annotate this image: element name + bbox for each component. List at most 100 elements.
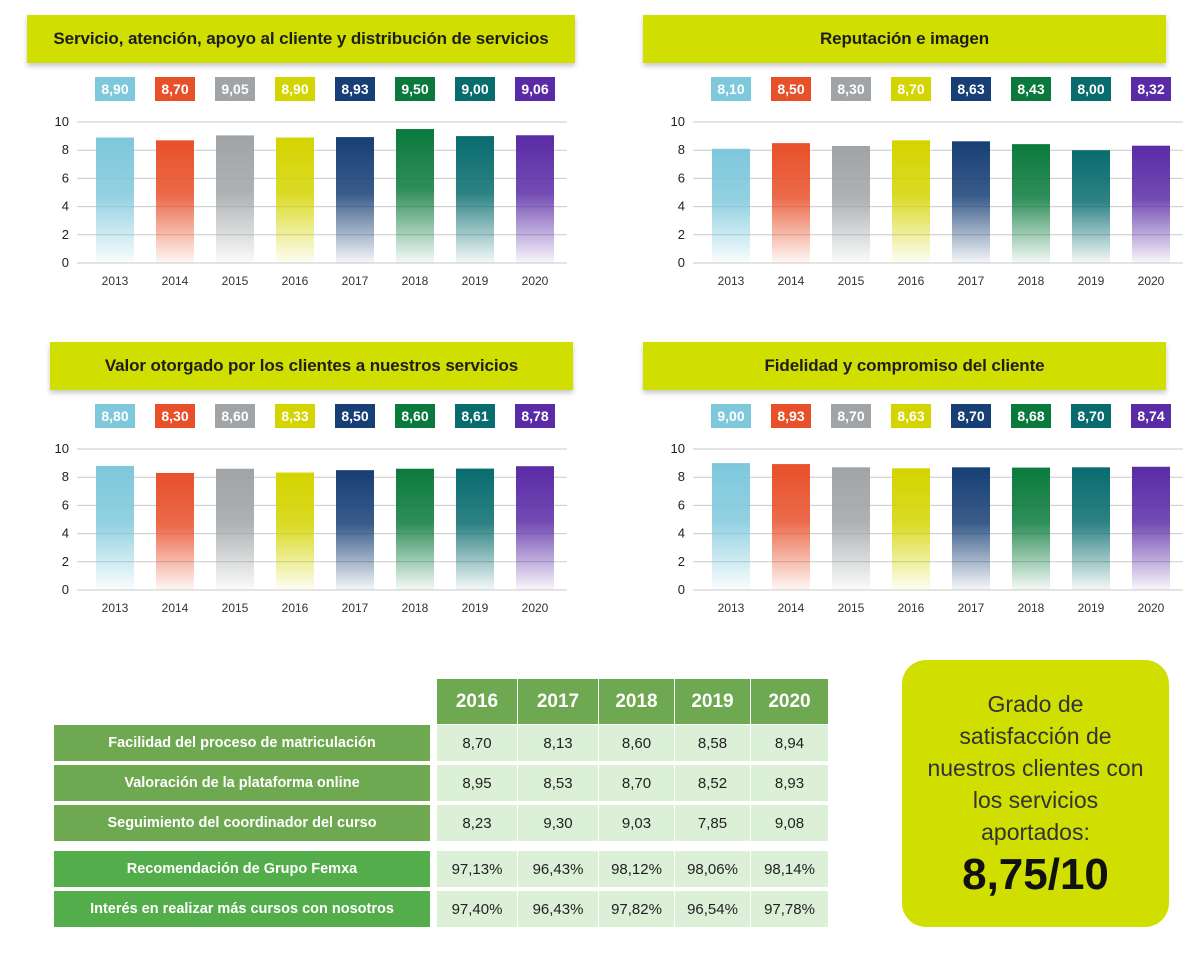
table-col-header: 2019 [675, 679, 750, 724]
value-label-box [215, 404, 255, 428]
y-tick-label: 4 [678, 199, 685, 214]
x-tick-label: 2017 [958, 601, 985, 615]
chart-panel-fidelidad: Fidelidad y compromiso del cliente 0 2 4 6 8… [643, 342, 1191, 632]
bar [772, 143, 810, 263]
value-label: 9,00 [717, 408, 744, 424]
value-label-box [215, 77, 255, 101]
value-label: 9,06 [521, 81, 548, 97]
table-row-label: Interés en realizar más cursos con nosot… [54, 891, 430, 927]
value-label: 8,00 [1077, 81, 1104, 97]
value-label-box [1071, 404, 1111, 428]
x-tick-label: 2019 [462, 601, 489, 615]
value-label-box [155, 404, 195, 428]
table-col-header: 2016 [437, 679, 517, 724]
value-label-box [335, 404, 375, 428]
table-row-label: Seguimiento del coordinador del curso [54, 805, 430, 841]
value-label: 8,68 [1017, 408, 1044, 424]
value-label-box [831, 404, 871, 428]
bar [336, 137, 374, 263]
chart-title: Fidelidad y compromiso del cliente [643, 342, 1166, 390]
table-row-label: Valoración de la plataforma online [54, 765, 430, 801]
x-tick-label: 2020 [1138, 274, 1165, 288]
bar [156, 472, 194, 590]
value-label-box [951, 404, 991, 428]
value-label-box [1071, 77, 1111, 101]
table-row-label: Facilidad del proceso de matriculación [54, 725, 430, 761]
value-label-box [515, 77, 555, 101]
table-row-label: Recomendación de Grupo Femxa [54, 851, 430, 887]
value-label: 8,32 [1137, 81, 1164, 97]
value-label-box [1011, 77, 1051, 101]
x-tick-label: 2013 [102, 274, 129, 288]
value-label-box [1131, 77, 1171, 101]
table-cell: 97,13% [437, 851, 517, 887]
x-tick-label: 2015 [838, 274, 865, 288]
value-label-box [1131, 404, 1171, 428]
x-tick-label: 2013 [718, 601, 745, 615]
table-cell: 8,93 [751, 765, 828, 801]
bar [516, 135, 554, 263]
bar [216, 135, 254, 263]
bar [1012, 467, 1050, 590]
bar-chart: 0 2 4 6 8 10 8,90 2013 8,70 2014 9,05 2015 8,90 2016 8… [55, 77, 567, 288]
bar [772, 464, 810, 590]
value-label: 9,50 [401, 81, 428, 97]
bar [1072, 150, 1110, 263]
table-col-header: 2017 [518, 679, 598, 724]
y-tick-label: 0 [62, 255, 69, 270]
bar [952, 141, 990, 263]
table-cell: 96,43% [518, 851, 598, 887]
bar [712, 463, 750, 590]
table-col-header: 2020 [751, 679, 828, 724]
value-label-box [155, 77, 195, 101]
table-cell: 8,52 [675, 765, 750, 801]
y-tick-label: 6 [678, 170, 685, 185]
x-tick-label: 2017 [342, 274, 369, 288]
x-tick-label: 2016 [282, 274, 309, 288]
value-label-box [771, 77, 811, 101]
y-tick-label: 4 [678, 526, 685, 541]
bar [396, 468, 434, 590]
value-label: 8,78 [521, 408, 548, 424]
value-label: 8,70 [1077, 408, 1104, 424]
x-tick-label: 2015 [222, 274, 249, 288]
table-cell: 7,85 [675, 805, 750, 841]
x-tick-label: 2013 [102, 601, 129, 615]
y-tick-label: 8 [62, 142, 69, 157]
bar [216, 468, 254, 590]
value-label-box [455, 77, 495, 101]
table-cell: 8,58 [675, 725, 750, 761]
value-label-box [275, 77, 315, 101]
y-tick-label: 4 [62, 199, 69, 214]
bar-chart: 0 2 4 6 8 10 8,80 2013 8,30 2014 8,60 2015 8,33 2016 8… [55, 404, 567, 615]
x-tick-label: 2018 [1018, 601, 1045, 615]
value-label: 8,93 [777, 408, 804, 424]
table-cell: 9,03 [599, 805, 674, 841]
y-tick-label: 8 [62, 469, 69, 484]
table-col-header: 2018 [599, 679, 674, 724]
table-cell: 8,94 [751, 725, 828, 761]
x-tick-label: 2016 [898, 601, 925, 615]
value-label: 8,90 [281, 81, 308, 97]
bar [396, 129, 434, 263]
value-label: 8,80 [101, 408, 128, 424]
table-cell: 8,60 [599, 725, 674, 761]
value-label-box [951, 77, 991, 101]
x-tick-label: 2020 [522, 601, 549, 615]
bar-chart: 0 2 4 6 8 10 8,10 2013 8,50 2014 8,30 2015 8,70 2016 8… [671, 77, 1183, 288]
x-tick-label: 2014 [778, 274, 805, 288]
y-tick-label: 8 [678, 142, 685, 157]
x-tick-label: 2017 [958, 274, 985, 288]
value-label: 8,63 [897, 408, 924, 424]
value-label: 8,70 [161, 81, 188, 97]
table-cell: 98,12% [599, 851, 674, 887]
table-cell: 8,70 [437, 725, 517, 761]
bar [1072, 467, 1110, 590]
table-cell: 97,40% [437, 891, 517, 927]
bar [516, 466, 554, 590]
table-cell: 98,14% [751, 851, 828, 887]
x-tick-label: 2020 [522, 274, 549, 288]
summary-score: 8,75/10 [962, 849, 1109, 899]
chart-panel-reputacion: Reputación e imagen 0 2 4 6 8 10 8,10 2013 8,50 2… [643, 15, 1191, 305]
satisfaction-summary: Grado de satisfacción de nuestros client… [902, 660, 1169, 927]
